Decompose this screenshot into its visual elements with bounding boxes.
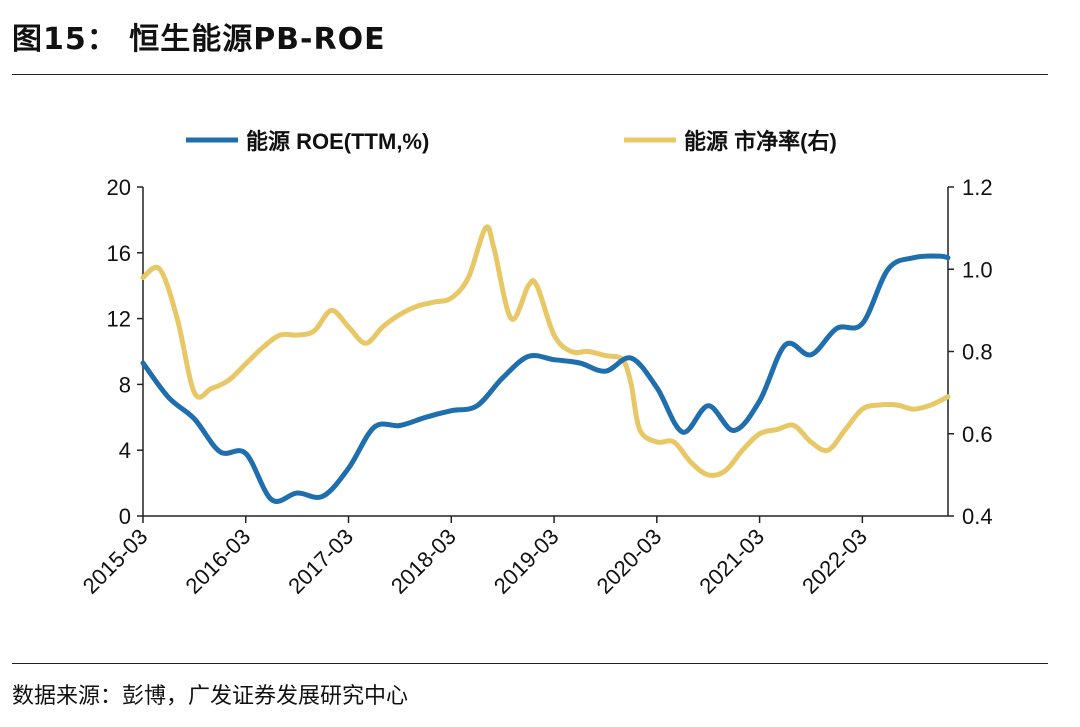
left-tick-label: 16 [107, 241, 131, 266]
x-tick-label: 2021-03 [694, 524, 769, 599]
x-tick-label: 2017-03 [283, 524, 358, 599]
x-tick-label: 2018-03 [386, 524, 461, 599]
left-tick-label: 20 [107, 175, 131, 200]
x-tick-label: 2016-03 [180, 524, 255, 599]
right-tick-label: 1.2 [962, 175, 993, 200]
top-rule [12, 74, 1048, 75]
x-tick-label: 2022-03 [797, 524, 872, 599]
x-tick-label: 2015-03 [78, 524, 153, 599]
right-tick-label: 1.0 [962, 257, 993, 282]
x-tick-label: 2020-03 [592, 524, 667, 599]
right-tick-label: 0.8 [962, 340, 993, 365]
right-tick-label: 0.6 [962, 422, 993, 447]
series-layer [140, 224, 951, 504]
figure-title: 图15： 恒生能源PB-ROE [12, 22, 386, 57]
legend: 能源 ROE(TTM,%) 能源 市净率(右) [186, 129, 837, 154]
left-tick-label: 4 [119, 438, 131, 463]
right-tick-label: 0.4 [962, 504, 993, 529]
left-tick-label: 0 [119, 504, 131, 529]
left-tick-label: 12 [107, 307, 131, 332]
x-tick-label: 2019-03 [489, 524, 564, 599]
legend-roe-label: 能源 ROE(TTM,%) [246, 129, 429, 154]
series-pb-line [140, 224, 951, 478]
left-tick-label: 8 [119, 372, 131, 397]
source-note: 数据来源：彭博，广发证券发展研究中心 [12, 684, 409, 709]
legend-pb-label: 能源 市净率(右) [684, 129, 837, 154]
series-roe-line [140, 253, 951, 504]
bottom-rule [12, 663, 1048, 664]
